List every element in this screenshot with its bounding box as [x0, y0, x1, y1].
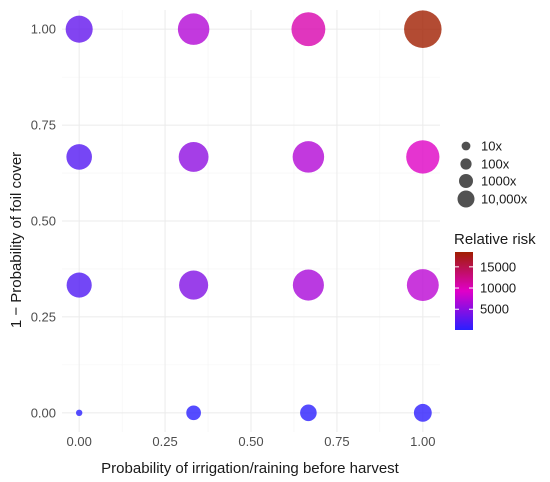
data-point	[186, 405, 201, 421]
size-legend-label: 10x	[481, 139, 502, 154]
color-legend-label: 10000	[480, 281, 516, 296]
color-legend: Relative risk 5000 10000 15000	[454, 231, 536, 330]
size-legend-label: 100x	[481, 157, 510, 172]
data-point	[406, 140, 440, 174]
size-legend-key	[459, 174, 473, 188]
data-point	[179, 270, 209, 300]
y-tick-label: 1.00	[31, 22, 56, 37]
y-tick-label: 0.75	[31, 118, 56, 133]
size-legend-key	[461, 141, 471, 151]
y-axis-tick-labels: 0.00 0.25 0.50 0.75 1.00	[31, 22, 56, 421]
size-legend-label: 10,000x	[481, 192, 528, 207]
x-tick-label: 0.00	[67, 434, 92, 449]
size-legend-label: 1000x	[481, 174, 517, 189]
y-tick-label: 0.50	[31, 214, 56, 229]
size-legend-key	[460, 158, 472, 170]
x-tick-label: 0.75	[324, 434, 349, 449]
data-point	[413, 403, 432, 422]
size-legend-key	[457, 190, 475, 208]
data-point	[65, 15, 93, 43]
y-tick-label: 0.25	[31, 309, 56, 324]
data-point	[404, 10, 442, 48]
color-legend-bar	[455, 252, 473, 330]
data-point	[292, 269, 324, 301]
data-point	[178, 142, 209, 172]
x-tick-label: 0.25	[152, 434, 177, 449]
x-tick-label: 0.50	[238, 434, 263, 449]
x-tick-label: 1.00	[410, 434, 435, 449]
data-point	[177, 13, 210, 45]
color-legend-label: 15000	[480, 259, 516, 274]
data-point	[406, 269, 439, 302]
size-legend: 10x 100x 1000x 10,000x	[457, 139, 528, 208]
x-axis-tick-labels: 0.00 0.25 0.50 0.75 1.00	[67, 434, 436, 449]
y-tick-label: 0.00	[31, 405, 56, 420]
y-axis-title: 1 − Probability of foil cover	[8, 152, 25, 328]
x-axis-title: Probability of irrigation/raining before…	[101, 460, 399, 477]
color-legend-title: Relative risk	[454, 231, 536, 248]
major-gridlines	[62, 10, 440, 432]
color-legend-label: 5000	[480, 302, 509, 317]
data-point	[292, 141, 325, 173]
data-point	[66, 272, 92, 298]
data-point	[291, 12, 326, 47]
data-point	[66, 144, 92, 170]
data-point	[75, 409, 83, 417]
data-points	[65, 10, 442, 422]
data-point	[300, 404, 317, 422]
